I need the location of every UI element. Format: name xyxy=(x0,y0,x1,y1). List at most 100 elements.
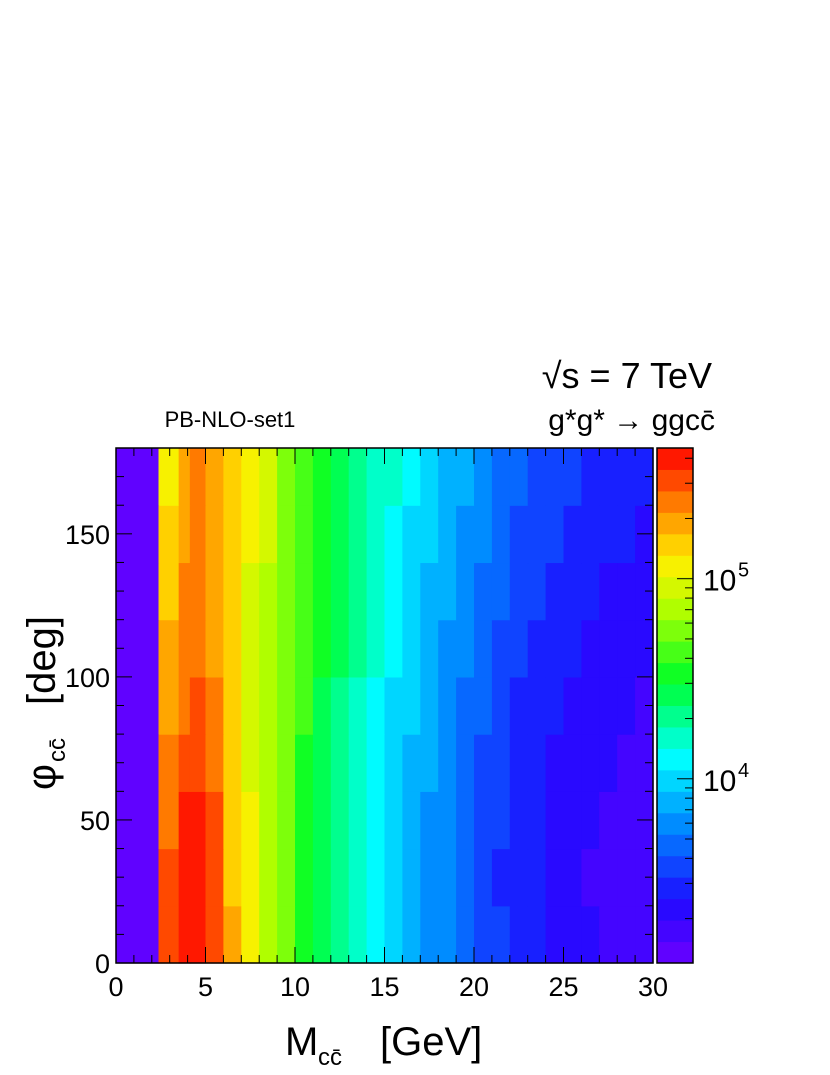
heatmap-cell xyxy=(241,791,260,850)
colorbar-level xyxy=(657,469,693,492)
heatmap-cell xyxy=(456,676,475,735)
heatmap-cell xyxy=(189,562,207,621)
heatmap-cell xyxy=(348,448,368,506)
heatmap-cell xyxy=(438,905,457,964)
heatmap-cell xyxy=(617,505,636,564)
heatmap-cell xyxy=(563,734,582,792)
heatmap-cell xyxy=(581,791,600,850)
heatmap-cell xyxy=(158,791,180,850)
heatmap-cell xyxy=(158,448,180,506)
heatmap-cell xyxy=(205,734,224,792)
heatmap-cell xyxy=(223,734,242,792)
heatmap-cell xyxy=(402,734,421,792)
heatmap-cell xyxy=(205,848,224,907)
heatmap-cell xyxy=(456,734,475,792)
heatmap-cell xyxy=(438,676,457,735)
heatmap-cell xyxy=(277,562,296,621)
heatmap-cell xyxy=(491,734,511,792)
heatmap-cell xyxy=(348,505,368,564)
heatmap-cell xyxy=(178,505,191,564)
heatmap-cell xyxy=(438,448,457,506)
heatmap-cell xyxy=(420,734,439,792)
heatmap-cell xyxy=(456,505,475,564)
heatmap-cell xyxy=(581,448,600,506)
heatmap-cell xyxy=(277,505,296,564)
heatmap-cell xyxy=(223,619,242,678)
heatmap-cell xyxy=(366,676,386,735)
heatmap-cell xyxy=(330,562,350,621)
heatmap-cell xyxy=(241,619,260,678)
heatmap-cell xyxy=(402,791,421,850)
heatmap-cell xyxy=(581,505,600,564)
heatmap-cell xyxy=(241,734,260,792)
heatmap-cell xyxy=(402,619,421,678)
heatmap-cell xyxy=(295,791,314,850)
heatmap-cell xyxy=(205,905,224,964)
heatmap-cell xyxy=(527,448,547,506)
heatmap-cell xyxy=(545,676,565,735)
heatmap-cell xyxy=(178,619,191,678)
colorbar-level xyxy=(657,812,693,835)
heatmap-cell xyxy=(402,448,421,506)
y-axis-ticks: 0 50 100 150 xyxy=(65,447,653,979)
heatmap-cell xyxy=(259,448,278,506)
heatmap-cell xyxy=(438,734,457,792)
y-tick-label: 0 xyxy=(95,949,110,979)
heatmap-cell xyxy=(402,676,421,735)
heatmap-cell xyxy=(158,562,180,621)
heatmap-cell xyxy=(599,734,618,792)
heatmap-cell xyxy=(599,676,618,735)
heatmap-cell xyxy=(241,505,260,564)
heatmap-cell xyxy=(178,676,191,735)
heatmap-cell xyxy=(420,562,439,621)
heatmap-cell xyxy=(402,505,421,564)
heatmap-cell xyxy=(509,448,529,506)
heatmap-cell xyxy=(456,562,475,621)
heatmap-cell xyxy=(563,619,582,678)
heatmap-cell xyxy=(581,848,600,907)
heatmap-cell xyxy=(635,676,654,735)
heatmap-cell xyxy=(158,734,180,792)
y-axis-symbol: φ xyxy=(20,764,64,790)
heatmap-cell xyxy=(259,734,278,792)
heatmap-cell xyxy=(223,676,242,735)
colorbar-level xyxy=(657,684,693,706)
heatmap-cell xyxy=(563,676,582,735)
x-axis-unit: [GeV] xyxy=(380,1020,482,1064)
colorbar-level xyxy=(657,726,693,749)
heatmap-cell xyxy=(527,905,547,964)
heatmap-cell xyxy=(189,791,207,850)
heatmap-cell xyxy=(205,505,224,564)
colorbar-level xyxy=(657,619,693,642)
heatmap-cell xyxy=(178,448,191,506)
heatmap-cell xyxy=(330,734,350,792)
heatmap-cell xyxy=(223,848,242,907)
x-tick-label: 0 xyxy=(108,972,123,1002)
heatmap-cell xyxy=(474,505,493,564)
heatmap-cell xyxy=(509,676,529,735)
y-axis-title: φ cc̄ [deg] xyxy=(20,616,71,790)
heatmap-cell xyxy=(474,676,493,735)
heatmap-cell xyxy=(330,676,350,735)
colorbar-level xyxy=(657,877,693,900)
heatmap-cell xyxy=(366,791,386,850)
heatmap-cell xyxy=(348,676,368,735)
heatmap-cell xyxy=(295,905,314,964)
heatmap-cell xyxy=(366,905,386,964)
heatmap-cell xyxy=(563,848,582,907)
heatmap-cell xyxy=(617,791,636,850)
heatmap-cell xyxy=(420,905,439,964)
heatmap-cell xyxy=(474,791,493,850)
heatmap-cell xyxy=(438,791,457,850)
heatmap-cell xyxy=(617,448,636,506)
heatmap-cell xyxy=(330,905,350,964)
heatmap-cell xyxy=(384,448,403,506)
heatmap-cell xyxy=(384,848,403,907)
heatmap-cell xyxy=(366,619,386,678)
colorbar-level xyxy=(657,533,693,556)
heatmap-cell xyxy=(189,848,207,907)
heatmap-cell xyxy=(295,734,314,792)
y-axis-subscript: cc̄ xyxy=(44,738,71,762)
heatmap-cell xyxy=(348,791,368,850)
